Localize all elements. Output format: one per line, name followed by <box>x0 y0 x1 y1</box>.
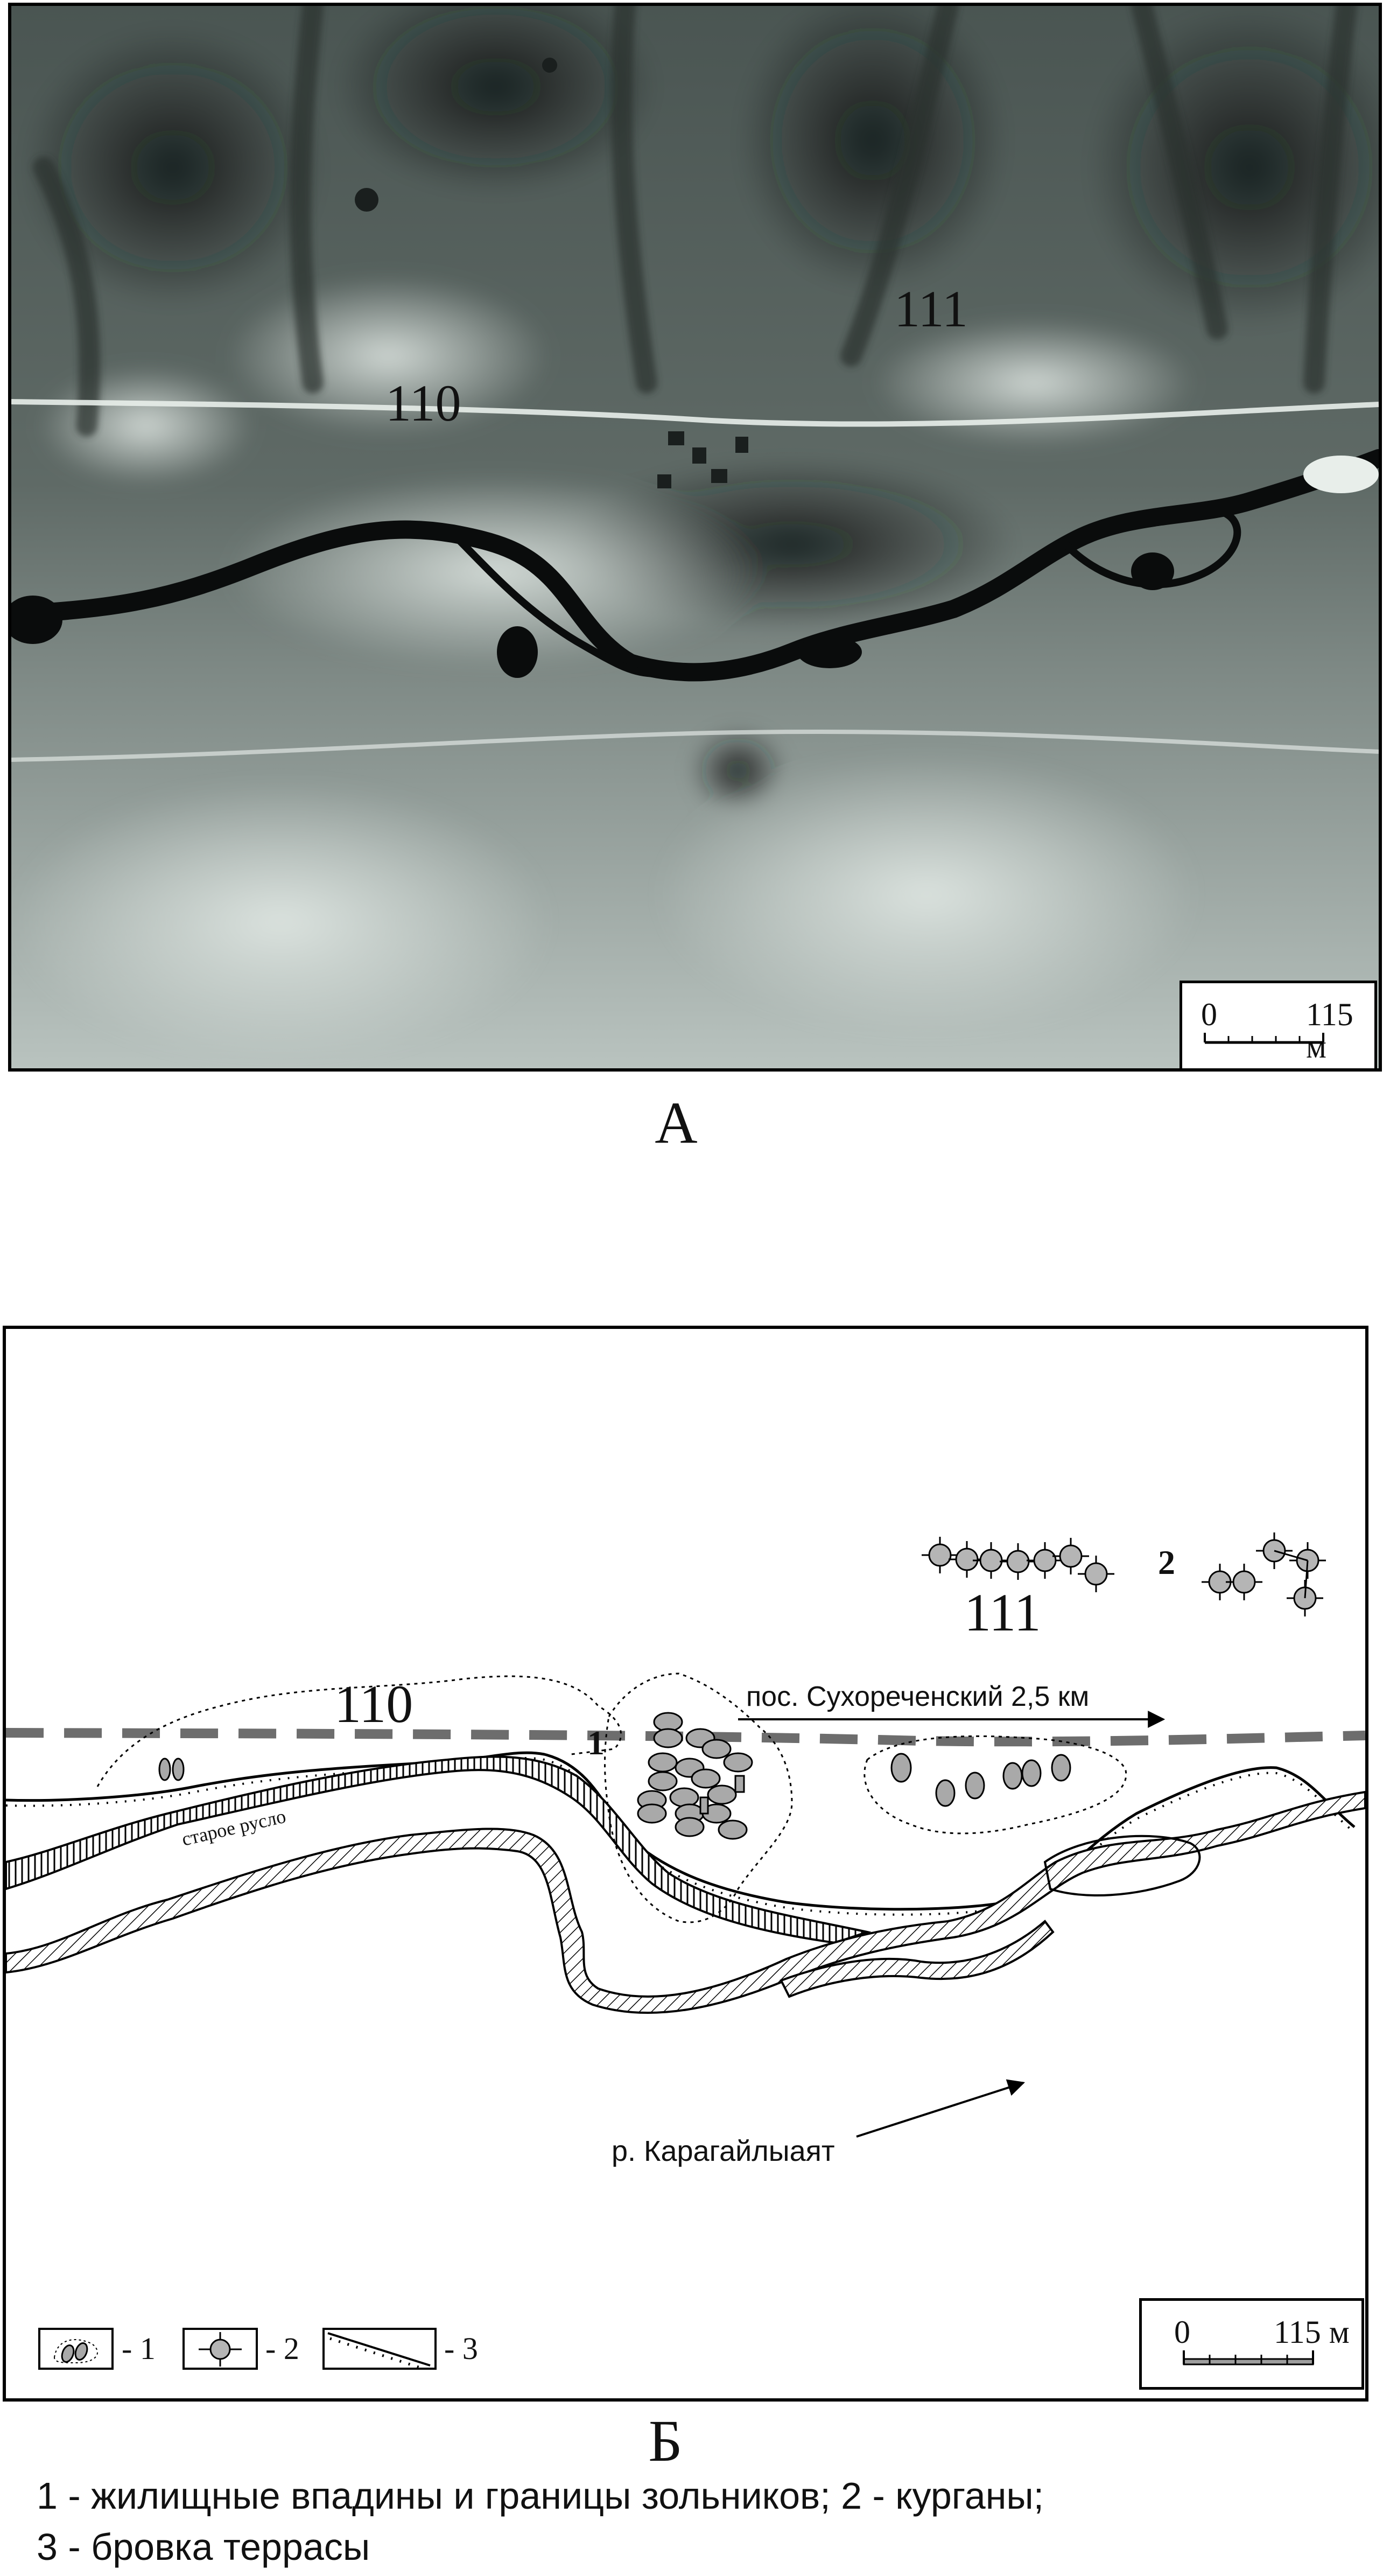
legend-label-3: - 3 <box>444 2331 478 2366</box>
gullies <box>33 6 1357 437</box>
ash-heap-boundary-1 <box>604 1672 793 1923</box>
site-features-photo <box>355 58 748 488</box>
ash-heap-boundary-2 <box>864 1735 1127 1835</box>
panel-b-label: Б <box>648 2408 683 2474</box>
scale-ruler-a <box>1204 1033 1324 1044</box>
river-label: р. Карагайлыаят <box>612 2135 835 2167</box>
settlement-label: пос. Сухореченский 2,5 км <box>746 1681 1089 1712</box>
scale-end-label: 115 м <box>1306 997 1353 1065</box>
old-channel <box>6 1755 872 1944</box>
upper-terrain <box>11 6 1379 1061</box>
river-photo <box>11 449 1379 682</box>
scale-ruler-b <box>1183 2350 1314 2365</box>
road-dashed <box>6 1728 1365 1747</box>
legend-item-2 <box>182 2328 258 2370</box>
terrace-line-photo <box>11 730 1379 762</box>
scale-bar-a: 0 115 м <box>1180 981 1377 1068</box>
panel-a-label: А <box>655 1090 698 1156</box>
dwelling-depressions-2 <box>890 1753 1071 1807</box>
river-flow-arrow <box>856 2079 1026 2138</box>
river-channel <box>6 1790 1365 2014</box>
photo-site-label-111: 111 <box>894 280 968 338</box>
terrace-edge-line <box>6 1751 1356 1916</box>
dwelling-depressions-110 <box>158 1758 185 1781</box>
legend-label-1: - 1 <box>122 2331 156 2366</box>
scale-end-label-b: 115 м <box>1274 2314 1350 2350</box>
site-map: 110 111 1 2 пос. Сухореченский 2,5 км ст… <box>6 1531 1365 2167</box>
road-line <box>11 399 1379 427</box>
scale-bar-b: 0 115 м <box>1139 2298 1364 2390</box>
legend-item-1 <box>38 2328 114 2370</box>
site-110-boundary <box>96 1675 622 1787</box>
cluster-label-1: 1 <box>587 1724 605 1762</box>
caption-line-1: 1 - жилищные впадины и границы зольников… <box>37 2475 1044 2517</box>
legend-label-2: - 2 <box>265 2331 299 2366</box>
cluster-label-2: 2 <box>1158 1543 1175 1581</box>
river-branch <box>780 1920 1055 1998</box>
scale-start-label-b: 0 <box>1174 2314 1190 2350</box>
legend-item-3 <box>322 2328 437 2370</box>
site-label-111: 111 <box>964 1583 1041 1642</box>
aerial-photo: 110 111 <box>11 6 1379 1068</box>
aerial-photo-panel: 110 111 0 115 м <box>8 3 1382 1072</box>
kurgan-icon <box>199 2332 242 2367</box>
kurgans-2 <box>1201 1531 1327 1618</box>
legend: - 1 - 2 - 3 <box>38 2328 523 2382</box>
photo-site-label-110: 110 <box>385 374 461 432</box>
caption-line-2: 3 - бровка террасы <box>37 2526 370 2568</box>
site-map-panel: 110 111 1 2 пос. Сухореченский 2,5 км ст… <box>3 1326 1368 2402</box>
dwelling-depressions-1 <box>637 1712 753 1840</box>
site-label-110: 110 <box>334 1674 413 1734</box>
scale-start-label: 0 <box>1201 997 1217 1032</box>
terrace-edge-icon <box>327 2332 431 2370</box>
dwelling-depression-icon <box>53 2339 98 2364</box>
river-island <box>1043 1835 1201 1896</box>
